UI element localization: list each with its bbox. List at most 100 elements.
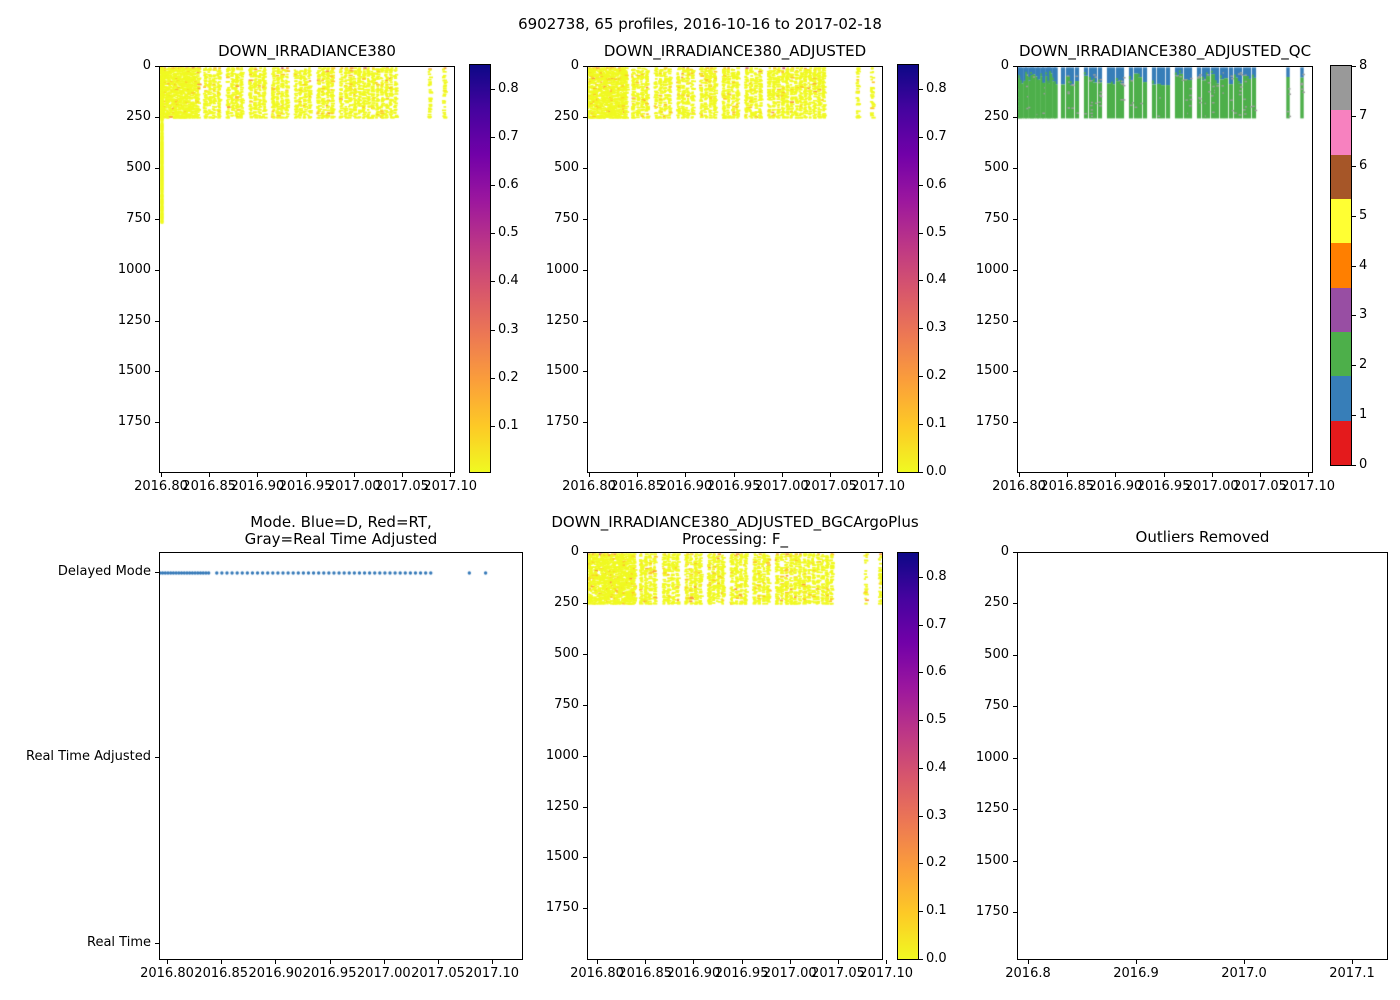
x-tick-label: 2017.10 <box>465 966 520 981</box>
y-tick-label: 1750 <box>975 414 1009 430</box>
y-tick-mark <box>1013 706 1017 708</box>
figure-suptitle: 6902738, 65 profiles, 2016-10-16 to 2017… <box>518 15 882 33</box>
x-tick-label: 2016.9 <box>1113 966 1159 981</box>
x-tick-label: 2016.85 <box>1040 479 1095 494</box>
y-tick-mark <box>583 602 587 604</box>
colorbar-tick-mark <box>919 767 923 769</box>
colorbar-tick-label: 0.6 <box>926 176 947 192</box>
qc-color-segment-5 <box>1331 198 1351 244</box>
y-tick-label: 1000 <box>545 261 579 277</box>
colorbar-tick-mark <box>919 624 923 626</box>
y-tick-mark <box>1013 320 1017 322</box>
y-tick-mark <box>1013 603 1017 605</box>
colorbar-tick-label: 0.2 <box>926 855 947 871</box>
axes-title-down-irradiance380: DOWN_IRRADIANCE380 <box>218 42 396 60</box>
x-tick-mark <box>1067 473 1069 477</box>
colorbar-tick-label: 0.1 <box>926 416 947 432</box>
colorbar-tick-label: 0.2 <box>926 368 947 384</box>
x-tick-mark <box>733 473 735 477</box>
colorbar-tick-label: 5 <box>1359 207 1368 223</box>
x-tick-mark <box>1115 473 1117 477</box>
y-tick-label: 750 <box>126 210 151 226</box>
x-tick-label: 2016.95 <box>1136 479 1191 494</box>
colorbar-tick-label: 0.4 <box>926 272 947 288</box>
bgcargoplus-scatter-canvas <box>588 553 882 959</box>
colorbar-tick-mark <box>491 89 495 91</box>
y-tick-mark <box>583 218 587 220</box>
y-tick-label: 1750 <box>545 414 579 430</box>
x-tick-mark <box>878 473 880 477</box>
colorbar-irradiance-adjusted <box>897 64 919 473</box>
colorbar-tick-label: 0.1 <box>926 903 947 919</box>
colorbar-tick-mark <box>919 911 923 913</box>
colorbar-tick-mark <box>1352 215 1356 217</box>
colorbar-tick-label: 0.3 <box>498 321 519 337</box>
x-tick-mark <box>353 473 355 477</box>
plot-down-irradiance380 <box>159 66 455 473</box>
colorbar-tick-mark <box>919 959 923 960</box>
y-tick-mark <box>583 653 587 655</box>
axes-title-bgcargoplus-line1: DOWN_IRRADIANCE380_ADJUSTED_BGCArgoPlus <box>551 513 919 531</box>
y-tick-mark <box>583 116 587 118</box>
qc-color-segment-2 <box>1331 331 1351 377</box>
axes-title-down-irradiance380-adjusted-qc: DOWN_IRRADIANCE380_ADJUSTED_QC <box>1018 42 1312 60</box>
x-tick-mark <box>1308 473 1310 477</box>
colorbar-tick-label: 1 <box>1359 407 1368 423</box>
colorbar-tick-mark <box>491 185 495 187</box>
x-tick-label: 2016.90 <box>230 479 285 494</box>
colorbar-tick-label: 0.0 <box>926 464 947 479</box>
x-tick-mark <box>450 473 452 477</box>
x-tick-label: 2017.05 <box>375 479 429 494</box>
x-tick-mark <box>1028 960 1029 964</box>
colorbar-tick-label: 7 <box>1359 107 1368 123</box>
x-tick-mark <box>305 473 307 477</box>
y-tick-label: 250 <box>554 108 579 124</box>
x-tick-mark <box>209 473 211 477</box>
y-tick-mark <box>1013 654 1017 656</box>
x-tick-label: 2016.80 <box>570 966 624 981</box>
y-tick-label: 1250 <box>975 312 1009 328</box>
colorbar-tick-label: 6 <box>1359 157 1368 173</box>
x-tick-mark <box>1136 960 1137 964</box>
y-tick-label: 1000 <box>117 261 151 277</box>
colorbar-tick-label: 0.1 <box>498 417 519 433</box>
x-tick-label: 2017.05 <box>803 479 857 494</box>
down-irradiance380-adjusted-scatter-canvas <box>588 67 882 472</box>
y-tick-mark <box>155 66 159 67</box>
y-tick-mark <box>1013 809 1017 811</box>
x-tick-label: 2016.85 <box>194 966 249 981</box>
colorbar-tick-mark <box>919 328 923 330</box>
colorbar-tick-mark <box>491 281 495 283</box>
x-tick-label: 2016.8 <box>1005 966 1051 981</box>
x-tick-label: 2016.85 <box>618 966 673 981</box>
colorbar-tick-mark <box>491 377 495 379</box>
y-tick-mark <box>1013 167 1017 169</box>
y-tick-label: 0 <box>142 58 151 73</box>
colorbar-tick-mark <box>1352 165 1356 167</box>
x-tick-mark <box>838 960 839 964</box>
colorbar-tick-mark <box>919 88 923 90</box>
plasma-gradient <box>898 553 918 959</box>
y-tick-label: Delayed Mode <box>57 564 151 579</box>
x-tick-label: 2016.80 <box>134 479 188 494</box>
y-tick-mark <box>583 371 587 373</box>
y-tick-mark <box>1013 757 1017 759</box>
y-tick-mark <box>583 857 587 859</box>
colorbar-tick-mark <box>919 576 923 578</box>
y-tick-label: Real Time Adjusted <box>26 749 151 764</box>
y-tick-mark <box>1013 371 1017 373</box>
axes-title-mode-line2: Gray=Real Time Adjusted <box>244 530 438 548</box>
plot-mode <box>159 552 523 960</box>
x-tick-label: 2017.00 <box>754 479 809 494</box>
mode-scatter-canvas <box>160 553 522 959</box>
x-tick-mark <box>1244 960 1245 964</box>
y-tick-label: 1500 <box>117 363 151 379</box>
y-tick-label: 1000 <box>975 749 1009 765</box>
x-tick-mark <box>221 960 223 964</box>
colorbar-tick-mark <box>919 472 923 473</box>
y-tick-label: 500 <box>126 159 151 175</box>
y-tick-label: 750 <box>554 696 579 712</box>
x-tick-label: 2017.10 <box>423 479 478 494</box>
x-tick-mark <box>886 960 888 964</box>
